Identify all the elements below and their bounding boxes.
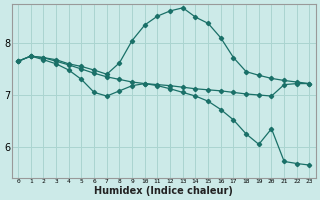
X-axis label: Humidex (Indice chaleur): Humidex (Indice chaleur) bbox=[94, 186, 233, 196]
